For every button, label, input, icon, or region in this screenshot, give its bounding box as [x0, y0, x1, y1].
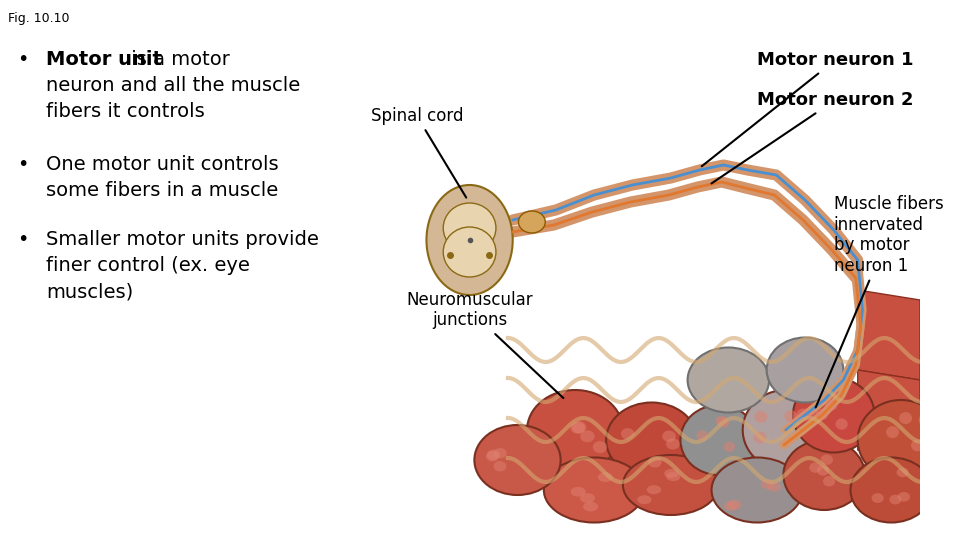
- Ellipse shape: [674, 494, 688, 503]
- Text: Motor unit: Motor unit: [46, 50, 162, 69]
- Ellipse shape: [882, 482, 895, 491]
- Text: •: •: [17, 230, 29, 249]
- Text: is a motor: is a motor: [125, 50, 229, 69]
- Ellipse shape: [805, 406, 818, 418]
- Ellipse shape: [544, 457, 644, 523]
- Ellipse shape: [900, 480, 913, 490]
- Ellipse shape: [901, 470, 914, 480]
- Ellipse shape: [880, 433, 894, 445]
- Ellipse shape: [812, 387, 825, 399]
- Ellipse shape: [607, 481, 622, 490]
- Ellipse shape: [711, 457, 803, 523]
- Ellipse shape: [426, 185, 513, 295]
- Ellipse shape: [575, 467, 589, 476]
- Ellipse shape: [847, 429, 858, 440]
- Ellipse shape: [532, 475, 544, 485]
- Text: •: •: [17, 50, 29, 69]
- Ellipse shape: [687, 348, 769, 413]
- Ellipse shape: [767, 338, 843, 402]
- Ellipse shape: [771, 502, 784, 512]
- Ellipse shape: [444, 227, 496, 277]
- Text: Spinal cord: Spinal cord: [371, 107, 467, 198]
- Ellipse shape: [810, 478, 823, 489]
- Ellipse shape: [581, 414, 595, 426]
- Ellipse shape: [904, 420, 918, 433]
- Text: One motor unit controls: One motor unit controls: [46, 155, 278, 174]
- Text: Motor neuron 1: Motor neuron 1: [702, 51, 914, 166]
- Ellipse shape: [669, 494, 684, 503]
- Text: some fibers in a muscle: some fibers in a muscle: [46, 181, 278, 200]
- Ellipse shape: [735, 442, 747, 453]
- Text: neuron and all the muscle: neuron and all the muscle: [46, 76, 300, 95]
- Ellipse shape: [681, 405, 757, 475]
- Ellipse shape: [755, 482, 768, 491]
- Text: Smaller motor units provide: Smaller motor units provide: [46, 230, 319, 249]
- Ellipse shape: [732, 484, 746, 494]
- Ellipse shape: [851, 457, 932, 523]
- Ellipse shape: [765, 448, 778, 460]
- Ellipse shape: [763, 447, 777, 460]
- Ellipse shape: [827, 410, 839, 422]
- Ellipse shape: [606, 402, 697, 477]
- Text: muscles): muscles): [46, 282, 133, 301]
- Ellipse shape: [694, 428, 706, 438]
- Ellipse shape: [671, 489, 685, 498]
- Ellipse shape: [651, 467, 665, 476]
- Ellipse shape: [552, 415, 566, 427]
- Ellipse shape: [872, 416, 885, 428]
- Ellipse shape: [594, 446, 608, 457]
- Text: fibers it controls: fibers it controls: [46, 102, 204, 121]
- Ellipse shape: [698, 448, 709, 458]
- Ellipse shape: [796, 461, 808, 471]
- Text: Motor neuron 2: Motor neuron 2: [711, 91, 914, 184]
- Text: Muscle fibers
innervated
by motor
neuron 1: Muscle fibers innervated by motor neuron…: [816, 195, 944, 408]
- Ellipse shape: [783, 440, 865, 510]
- Ellipse shape: [857, 400, 944, 480]
- Text: finer control (ex. eye: finer control (ex. eye: [46, 256, 250, 275]
- Ellipse shape: [535, 443, 547, 454]
- Ellipse shape: [712, 455, 724, 465]
- Ellipse shape: [842, 489, 854, 499]
- Ellipse shape: [669, 442, 683, 453]
- Text: Fig. 10.10: Fig. 10.10: [8, 12, 69, 25]
- Ellipse shape: [527, 390, 623, 470]
- Ellipse shape: [556, 415, 569, 427]
- Ellipse shape: [518, 211, 545, 233]
- Ellipse shape: [743, 390, 828, 470]
- Text: •: •: [17, 155, 29, 174]
- Ellipse shape: [524, 469, 537, 480]
- Ellipse shape: [822, 423, 834, 435]
- Ellipse shape: [829, 490, 841, 501]
- Ellipse shape: [533, 454, 545, 464]
- Ellipse shape: [670, 451, 684, 463]
- Ellipse shape: [444, 203, 496, 253]
- Ellipse shape: [637, 447, 651, 458]
- Ellipse shape: [900, 425, 912, 437]
- Ellipse shape: [765, 494, 779, 504]
- Ellipse shape: [623, 455, 719, 515]
- Polygon shape: [857, 370, 920, 460]
- Ellipse shape: [623, 440, 636, 451]
- Ellipse shape: [793, 377, 875, 453]
- Polygon shape: [857, 290, 920, 380]
- Ellipse shape: [474, 425, 561, 495]
- Ellipse shape: [756, 443, 769, 455]
- Text: Neuromuscular
junctions: Neuromuscular junctions: [406, 291, 564, 398]
- Ellipse shape: [611, 468, 626, 478]
- Ellipse shape: [560, 476, 575, 486]
- Ellipse shape: [888, 474, 900, 483]
